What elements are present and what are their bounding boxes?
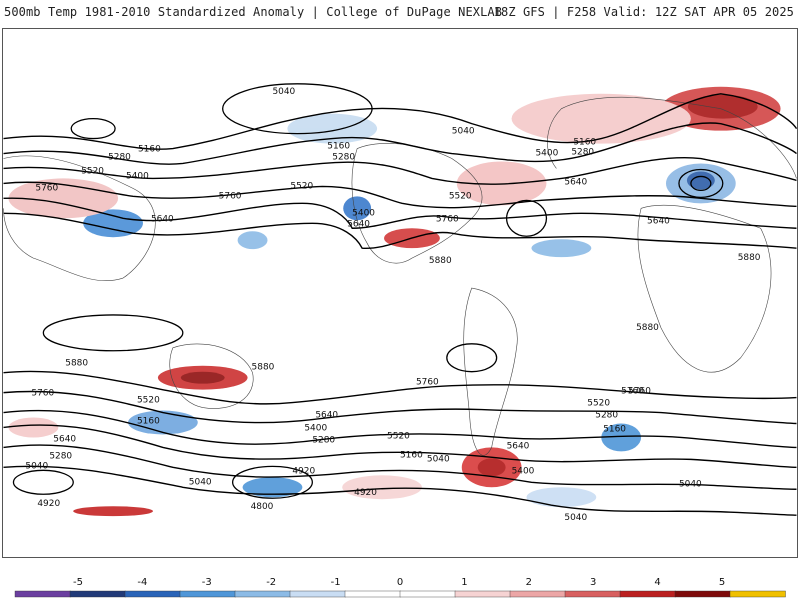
contour-label: 5400: [352, 208, 375, 218]
color-scale-segment: [674, 590, 731, 598]
contour-label: 5160: [603, 424, 626, 434]
contour-label: 5640: [53, 434, 76, 444]
contour-label: 5280: [312, 435, 335, 445]
color-scale-tick-label: 1: [461, 577, 467, 588]
color-scale-segment: [124, 590, 181, 598]
contour-label: 4920: [37, 499, 60, 509]
contour-label: 5040: [427, 454, 450, 464]
contour-label: 5520: [81, 166, 104, 176]
contour-label: 5520: [587, 399, 610, 409]
contour-label: 5880: [738, 253, 761, 263]
color-scale-segment: [234, 590, 291, 598]
contour-label: 5280: [332, 153, 355, 163]
contour-label: 5400: [126, 171, 149, 181]
contour-label: 5640: [507, 441, 530, 451]
contour-label: 5760: [31, 389, 54, 399]
color-scale-tick-label: 0: [397, 577, 403, 588]
color-scale-tick-label: 3: [590, 577, 596, 588]
color-scale-segment: [399, 590, 456, 598]
contour-label: 5280: [49, 451, 72, 461]
contour-label: 5760: [219, 191, 242, 201]
contour-label: 5760: [628, 387, 651, 397]
contour-label: 5520: [449, 191, 472, 201]
contour-label: 5640: [151, 214, 174, 224]
contour-label: 5160: [138, 145, 161, 155]
color-scale-segment: [619, 590, 676, 598]
contour-label: 5280: [571, 148, 594, 158]
contour-label: 5640: [647, 216, 670, 226]
height-contours: [3, 93, 797, 516]
contour-label: 5880: [65, 359, 88, 369]
color-scale-segment: [509, 590, 566, 598]
contour-label: 5760: [416, 378, 439, 388]
color-scale-tick-label: -4: [137, 577, 147, 588]
contour-label: 5040: [679, 479, 702, 489]
color-scale-tick-label: -3: [202, 577, 212, 588]
color-scale-tick-label: -2: [266, 577, 276, 588]
contour-label: 4920: [292, 466, 315, 476]
color-scale-segment: [729, 590, 786, 598]
contour-label: 5160: [137, 417, 160, 427]
contour-labels: 5040 5160 5280 5520 5400 5760 5640 5160 …: [25, 87, 760, 523]
contour-label: 5160: [327, 142, 350, 152]
color-scale-segments: [14, 590, 786, 598]
color-scale-ticks: -5 -4 -3 -2 -1 0 1 2 3 4 5: [73, 577, 725, 588]
model-run-info: 18Z GFS | F258 Valid: 12Z SAT APR 05 202…: [493, 5, 794, 19]
color-scale-segment: [179, 590, 236, 598]
color-scale-segment: [344, 590, 401, 598]
contour-label: 5040: [272, 87, 295, 97]
color-scale-segment: [14, 590, 71, 598]
color-scale-tick-label: 4: [654, 577, 660, 588]
color-scale-tick-label: 2: [526, 577, 532, 588]
color-scale-tick-label: -1: [331, 577, 341, 588]
contour-label: 5880: [429, 256, 452, 266]
color-scale-segment: [289, 590, 346, 598]
anomaly-shading: [8, 86, 781, 517]
contour-label: 5160: [573, 138, 596, 148]
contour-label: 5520: [137, 396, 160, 406]
contour-label: 5640: [564, 177, 587, 187]
color-scale-tick-label: -5: [73, 577, 83, 588]
contour-label: 4920: [354, 488, 377, 498]
contour-label: 5040: [564, 513, 587, 523]
contour-label: 5160: [400, 450, 423, 460]
contour-label: 5400: [512, 466, 535, 476]
contour-label: 5040: [189, 477, 212, 487]
contour-label: 5400: [535, 149, 558, 159]
contour-label: 5640: [315, 411, 338, 421]
contour-label: 5040: [25, 461, 48, 471]
color-scale-segment: [564, 590, 621, 598]
contour-label: 5640: [347, 219, 370, 229]
anomaly-map: 5040 5160 5280 5520 5400 5760 5640 5160 …: [2, 28, 798, 558]
color-scale-segment: [454, 590, 511, 598]
closed-contours: [12, 83, 724, 499]
contour-label: 5280: [108, 153, 131, 163]
map-title: 500mb Temp 1981-2010 Standardized Anomal…: [4, 5, 503, 19]
contour-label: 5760: [436, 214, 459, 224]
color-scale: -5 -4 -3 -2 -1 0 1 2 3 4 5: [14, 577, 786, 598]
contour-label: 5280: [595, 411, 618, 421]
contour-label: 5760: [621, 387, 644, 397]
contour-label: 5040: [452, 127, 475, 137]
color-scale-segment: [69, 590, 126, 598]
contour-label: 5760: [35, 183, 58, 193]
contour-label: 5520: [290, 181, 313, 191]
contour-label: 5400: [304, 423, 327, 433]
contour-label: 5880: [636, 323, 659, 333]
contour-label: 5880: [252, 363, 275, 373]
contour-label: 4800: [251, 502, 274, 512]
contour-label: 5520: [387, 431, 410, 441]
color-scale-tick-label: 5: [719, 577, 725, 588]
